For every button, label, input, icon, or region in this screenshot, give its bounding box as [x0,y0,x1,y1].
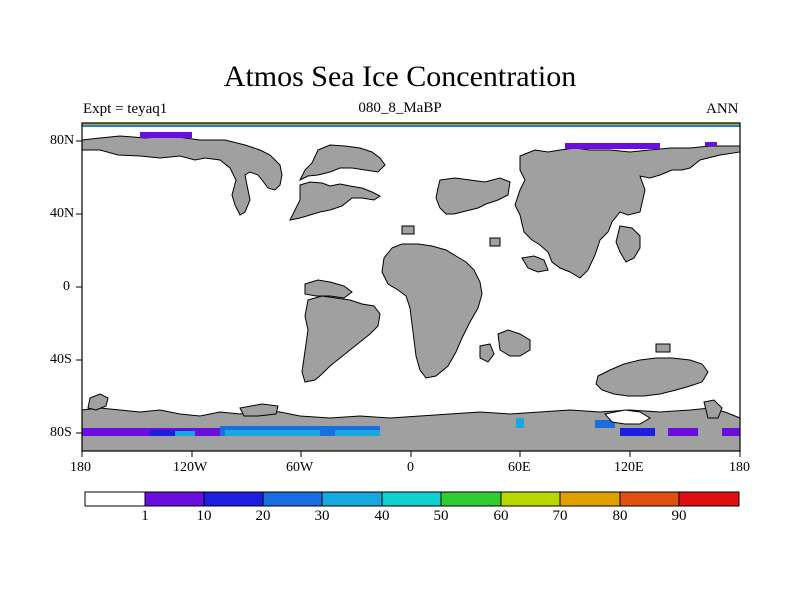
colorbar-box-9 [619,491,680,507]
ice-southern-7 [595,420,615,428]
colorbar-box-10 [678,491,740,507]
land-asia-east [615,225,641,263]
tick-marks [76,140,741,457]
x-tick-label: 60E [508,460,531,475]
land-masks [81,135,741,452]
y-tick-label: 0 [63,279,70,294]
colorbar-label: 90 [671,508,687,524]
ice-southern-11 [516,418,524,428]
land-antarctic-islands [239,403,279,417]
land-antarctic-peninsula [87,393,109,411]
ice-southern-10 [722,428,740,436]
ice-southern-2 [150,430,190,436]
land-cape-west [401,225,415,235]
colorbar-box-6 [440,491,502,507]
ice-southern-9 [668,428,698,436]
colorbar-label: 1 [141,508,149,524]
land-island-1 [479,343,495,363]
x-tick-label: 180 [729,460,750,475]
land-indonesia [655,343,671,353]
land-antarctic-east [703,399,723,419]
colorbar-label: 30 [314,508,330,524]
sea-ice [82,132,740,436]
top-strip-blue [82,125,740,127]
x-tick-label: 60W [286,460,314,475]
colorbar-box-7 [500,491,561,507]
ice-southern-6 [335,430,380,436]
y-tick-label: 80S [50,425,72,440]
top-strip-yellow [82,123,740,125]
period-label: 080_8_MaBP [358,100,442,116]
colorbar-label: 80 [612,508,628,524]
land-island-3 [521,255,549,273]
ice-arctic-west [140,132,192,138]
colorbar-box-4 [321,491,383,507]
land-europe [435,177,511,215]
x-tick-label: 180 [70,460,91,475]
colorbar-label: 70 [552,508,568,524]
land-central-america [304,279,353,299]
land-africa [381,243,483,379]
land-south-america [301,295,381,383]
ice-southern-5 [225,430,320,436]
land-island-2 [489,237,501,247]
colorbar-label: 50 [433,508,449,524]
colorbar [84,491,740,507]
colorbar-label: 10 [196,508,212,524]
land-eurasia [514,145,741,279]
colorbar-box-1 [144,491,205,507]
colorbar-label: 40 [374,508,390,524]
y-tick-label: 80N [50,133,75,148]
colorbar-box-3 [262,491,323,507]
colorbar-label: 20 [255,508,271,524]
x-tick-label: 0 [407,460,414,475]
colorbar-box-0 [84,491,146,507]
season-label: ANN [706,101,739,117]
land-north-america-north [81,135,283,216]
land-north-central [298,144,386,182]
ice-arctic-east-2 [705,142,717,146]
colorbar-box-5 [381,491,442,507]
ocean-cutouts [604,409,651,425]
colorbar-label: 60 [493,508,509,524]
colorbar-box-2 [203,491,264,507]
land-australia [595,357,709,397]
ice-southern-8 [620,428,655,436]
y-tick-label: 40N [50,206,75,221]
land-arabia [497,329,531,357]
experiment-label: Expt = teyaq1 [83,101,168,117]
x-tick-label: 120E [614,460,644,475]
colorbar-box-8 [559,491,621,507]
ice-southern-3 [175,431,195,436]
x-tick-label: 120W [173,460,208,475]
y-tick-label: 40S [50,352,72,367]
land-atlantic-strip [289,181,381,221]
map-title: Atmos Sea Ice Concentration [223,60,577,93]
ice-arctic-east [565,143,660,149]
